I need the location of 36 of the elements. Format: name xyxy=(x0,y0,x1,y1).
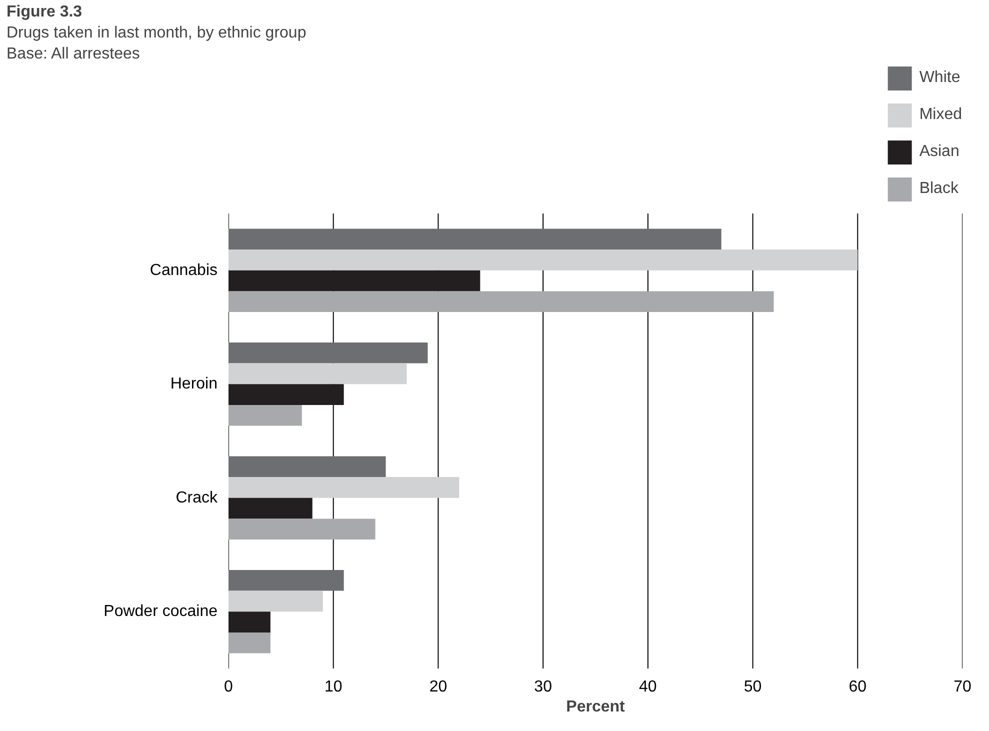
x-tick-label: 0 xyxy=(224,678,234,696)
text: Base: All arrestees xyxy=(6,46,140,62)
bar xyxy=(228,342,428,364)
bar xyxy=(228,270,480,292)
x-tick-label: 50 xyxy=(744,678,762,696)
bar xyxy=(228,477,460,498)
legend-label: Asian xyxy=(919,143,960,161)
y-tick-label: Crack xyxy=(176,489,218,506)
y-tick-label: Powder cocaine xyxy=(104,603,218,620)
bar xyxy=(228,384,344,405)
legend-label: White xyxy=(919,69,960,87)
chart-subtitle: Drugs taken in last month, by ethnic group xyxy=(6,24,306,42)
y-tick-label: Heroin xyxy=(170,376,218,393)
x-axis-title: Percent xyxy=(566,698,626,716)
x-tick-label: 70 xyxy=(954,678,972,696)
bar xyxy=(228,590,323,612)
bar xyxy=(228,518,376,540)
bar xyxy=(228,291,774,312)
x-tick-label: 40 xyxy=(639,678,657,696)
x-tick-label: 10 xyxy=(324,678,342,696)
legend-label: Black xyxy=(919,180,958,198)
text: Figure 3.3 xyxy=(6,4,82,20)
bar xyxy=(228,456,386,478)
bar xyxy=(228,404,302,426)
legend-label: Mixed xyxy=(919,106,962,124)
bar xyxy=(228,498,312,519)
y-tick-label: Cannabis xyxy=(150,262,218,279)
bar xyxy=(228,228,722,250)
bar xyxy=(228,250,858,270)
bar xyxy=(228,612,270,632)
x-tick-label: 20 xyxy=(429,678,448,696)
x-tick-label: 30 xyxy=(534,678,552,696)
bar xyxy=(228,570,344,591)
x-tick-label: 60 xyxy=(848,678,867,696)
bar xyxy=(228,363,407,384)
bar xyxy=(228,632,270,654)
